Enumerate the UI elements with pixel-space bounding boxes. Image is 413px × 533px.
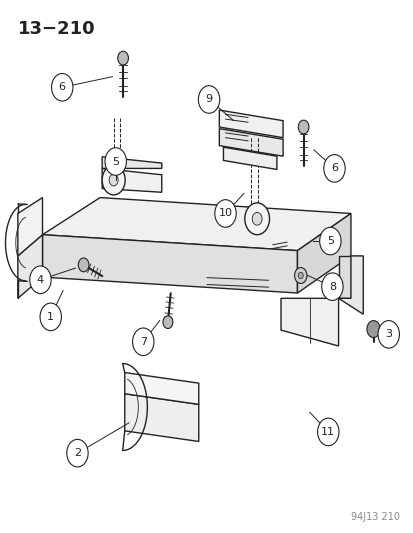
Polygon shape bbox=[219, 110, 282, 138]
Circle shape bbox=[321, 273, 342, 301]
Text: 5: 5 bbox=[112, 157, 119, 166]
Polygon shape bbox=[43, 198, 350, 251]
Circle shape bbox=[117, 51, 128, 65]
Text: 4: 4 bbox=[37, 274, 44, 285]
Circle shape bbox=[105, 148, 126, 175]
Polygon shape bbox=[338, 256, 362, 314]
Circle shape bbox=[377, 320, 399, 348]
Polygon shape bbox=[280, 298, 338, 346]
Circle shape bbox=[252, 213, 261, 225]
Text: 7: 7 bbox=[139, 337, 147, 347]
Polygon shape bbox=[18, 198, 43, 256]
Text: 6: 6 bbox=[59, 82, 66, 92]
Circle shape bbox=[132, 328, 154, 356]
Circle shape bbox=[323, 155, 344, 182]
Circle shape bbox=[109, 174, 118, 186]
Polygon shape bbox=[102, 157, 161, 168]
Circle shape bbox=[298, 120, 308, 134]
Text: 94J13 210: 94J13 210 bbox=[350, 512, 399, 522]
Text: 9: 9 bbox=[205, 94, 212, 104]
Polygon shape bbox=[43, 235, 297, 293]
Text: 13−210: 13−210 bbox=[18, 20, 95, 38]
Circle shape bbox=[198, 86, 219, 114]
Text: 6: 6 bbox=[330, 164, 337, 173]
Text: 2: 2 bbox=[74, 448, 81, 458]
Polygon shape bbox=[338, 256, 350, 298]
Circle shape bbox=[163, 316, 173, 328]
Text: 11: 11 bbox=[320, 427, 335, 437]
Text: 1: 1 bbox=[47, 312, 54, 322]
Circle shape bbox=[319, 227, 340, 255]
Circle shape bbox=[52, 74, 73, 101]
Polygon shape bbox=[297, 214, 350, 293]
Circle shape bbox=[317, 418, 338, 446]
Polygon shape bbox=[219, 128, 282, 156]
Circle shape bbox=[40, 303, 61, 330]
Circle shape bbox=[78, 258, 89, 272]
Polygon shape bbox=[124, 394, 198, 441]
Circle shape bbox=[366, 320, 379, 337]
Circle shape bbox=[102, 165, 125, 195]
Text: 8: 8 bbox=[328, 281, 335, 292]
Text: 10: 10 bbox=[218, 208, 232, 219]
Polygon shape bbox=[223, 147, 276, 169]
Circle shape bbox=[66, 439, 88, 467]
Text: 3: 3 bbox=[385, 329, 391, 340]
Circle shape bbox=[30, 266, 51, 294]
Polygon shape bbox=[18, 235, 43, 298]
Circle shape bbox=[214, 200, 236, 227]
Text: 5: 5 bbox=[326, 236, 333, 246]
Circle shape bbox=[244, 203, 269, 235]
Polygon shape bbox=[102, 168, 161, 192]
Circle shape bbox=[298, 272, 302, 279]
Polygon shape bbox=[124, 373, 198, 405]
Circle shape bbox=[294, 268, 306, 284]
